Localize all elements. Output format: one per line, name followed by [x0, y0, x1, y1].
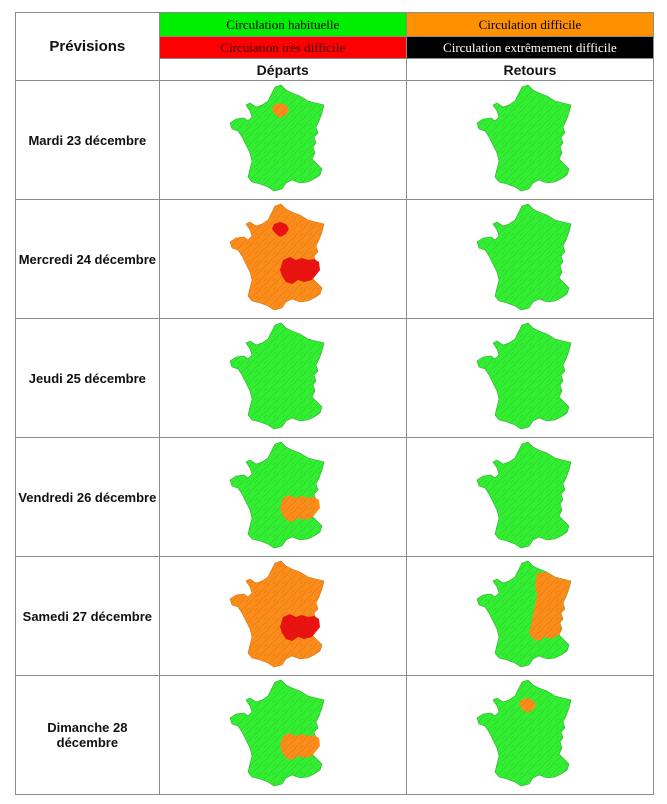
legend-tres-difficile: Circulation très difficile: [158, 36, 407, 59]
column-header-retours: Retours: [405, 58, 655, 81]
previsions-header: Prévisions: [15, 12, 160, 81]
legend-habituelle: Circulation habituelle: [158, 12, 407, 37]
departs-map-cell: [158, 556, 407, 676]
forecast-row: Mercredi 24 décembre: [15, 199, 655, 319]
day-label: Dimanche 28 décembre: [15, 675, 160, 795]
france-map: [229, 203, 325, 311]
departs-map-cell: [158, 437, 407, 557]
day-label: Jeudi 25 décembre: [15, 318, 160, 438]
forecast-row: Dimanche 28 décembre: [15, 675, 655, 795]
france-map: [476, 322, 572, 430]
france-map: [229, 441, 325, 549]
legend-extremement-difficile: Circulation extrêmement difficile: [405, 36, 655, 59]
departs-map-cell: [158, 80, 407, 200]
departs-map-cell: [158, 199, 407, 319]
traffic-forecast-table: Prévisions Circulation habituelle Circul…: [15, 12, 655, 795]
retours-map-cell: [405, 675, 655, 795]
column-header-departs: Départs: [158, 58, 407, 81]
day-label: Mercredi 24 décembre: [15, 199, 160, 319]
france-map: [476, 441, 572, 549]
day-label: Mardi 23 décembre: [15, 80, 160, 200]
forecast-row: Mardi 23 décembre: [15, 80, 655, 200]
retours-map-cell: [405, 437, 655, 557]
retours-map-cell: [405, 318, 655, 438]
france-map: [229, 679, 325, 787]
forecast-row: Jeudi 25 décembre: [15, 318, 655, 438]
day-label: Vendredi 26 décembre: [15, 437, 160, 557]
legend-difficile: Circulation difficile: [405, 12, 655, 37]
retours-map-cell: [405, 199, 655, 319]
france-map: [229, 322, 325, 430]
retours-map-cell: [405, 556, 655, 676]
france-map: [229, 84, 325, 192]
departs-map-cell: [158, 318, 407, 438]
france-map: [476, 560, 572, 668]
france-map: [476, 84, 572, 192]
forecast-row: Vendredi 26 décembre: [15, 437, 655, 557]
departs-map-cell: [158, 675, 407, 795]
day-label: Samedi 27 décembre: [15, 556, 160, 676]
forecast-row: Samedi 27 décembre: [15, 556, 655, 676]
france-map: [476, 679, 572, 787]
france-map: [476, 203, 572, 311]
france-map: [229, 560, 325, 668]
retours-map-cell: [405, 80, 655, 200]
